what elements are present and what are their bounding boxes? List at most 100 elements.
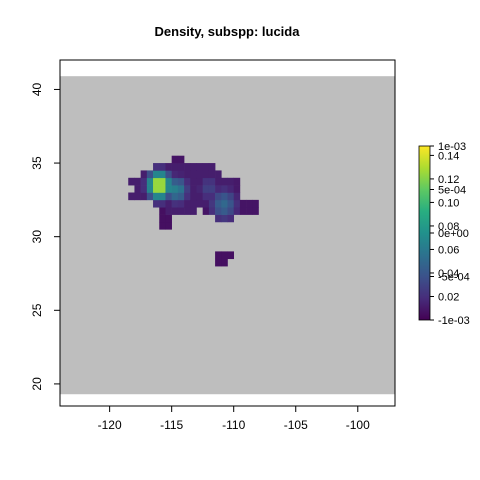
- raster-cell: [146, 192, 154, 201]
- raster-cell: [202, 192, 210, 201]
- raster-cell: [233, 192, 241, 201]
- raster-cell: [221, 214, 228, 223]
- raster-cell: [184, 163, 191, 171]
- raster-cell: [171, 163, 179, 171]
- raster-cell: [159, 163, 166, 171]
- colorbar-overlay-tick-label: 0e+00: [438, 228, 469, 240]
- raster-cell: [215, 251, 222, 260]
- raster-cell: [159, 221, 166, 230]
- raster-cell: [159, 192, 166, 201]
- y-tick-label: 35: [30, 156, 44, 170]
- raster-cell: [153, 163, 160, 171]
- raster-cell: [208, 199, 216, 208]
- raster-cell: [177, 207, 185, 215]
- colorbar-tick-label: 0.08: [438, 221, 459, 233]
- raster-cell: [165, 192, 172, 201]
- colorbar-tick-label: 0.06: [438, 244, 459, 256]
- colorbar-gradient: [418, 145, 431, 321]
- raster-cell: [140, 185, 148, 193]
- raster-cell: [134, 177, 141, 186]
- raster-cell: [177, 163, 185, 171]
- raster-cell: [134, 185, 141, 193]
- raster-cell: [146, 170, 154, 179]
- raster-cell: [252, 207, 259, 215]
- raster-cell: [202, 207, 210, 215]
- chart-title: Density, subspp: lucida: [155, 24, 301, 39]
- raster-cell: [233, 177, 241, 186]
- raster-cell: [239, 199, 247, 208]
- raster-cell: [215, 185, 222, 193]
- raster-cell: [196, 163, 203, 171]
- raster-cell: [227, 251, 235, 260]
- y-tick-label: 30: [30, 230, 44, 244]
- colorbar-overlay-tick-label: -5e-04: [438, 272, 470, 284]
- raster-cell: [227, 177, 235, 186]
- raster-cell: [177, 192, 185, 201]
- raster-cell: [184, 177, 191, 186]
- raster-cell: [184, 199, 191, 208]
- raster-cell: [140, 177, 148, 186]
- raster-cell: [221, 207, 228, 215]
- colorbar-tick-label: 0.10: [438, 197, 459, 209]
- raster-cell: [208, 207, 216, 215]
- raster-cell: [246, 199, 253, 208]
- raster-cell: [215, 192, 222, 201]
- raster-cell: [208, 163, 216, 171]
- colorbar-tick-label: 0.02: [438, 291, 459, 303]
- x-tick-label: -105: [284, 418, 308, 432]
- raster-cell: [190, 207, 197, 215]
- raster-cell: [159, 185, 166, 193]
- raster-cell: [128, 192, 135, 201]
- raster-cell: [221, 251, 228, 260]
- raster-cell: [171, 177, 179, 186]
- x-tick-label: -100: [346, 418, 370, 432]
- raster-cell: [140, 192, 148, 201]
- raster-cell: [184, 185, 191, 193]
- raster-cell: [208, 170, 216, 179]
- raster-cell: [202, 185, 210, 193]
- raster-cell: [233, 207, 241, 215]
- raster-cell: [184, 207, 191, 215]
- colorbar-overlay-tick-label: -1e-03: [438, 315, 470, 327]
- raster-cell: [177, 199, 185, 208]
- raster-cell: [171, 185, 179, 193]
- raster-cell: [227, 199, 235, 208]
- raster-cell: [227, 207, 235, 215]
- raster-background: [60, 76, 395, 395]
- raster-cell: [177, 185, 185, 193]
- y-tick-label: 20: [30, 377, 44, 391]
- y-tick-label: 25: [30, 303, 44, 317]
- raster-cell: [208, 185, 216, 193]
- raster-cell: [227, 214, 235, 223]
- raster-cell: [165, 185, 172, 193]
- raster-cell: [177, 170, 185, 179]
- raster-cell: [171, 192, 179, 201]
- raster-cell: [215, 258, 222, 267]
- colorbar-overlay-tick-label: 5e-04: [438, 185, 466, 197]
- raster-cell: [221, 199, 228, 208]
- raster-cell: [165, 199, 172, 208]
- raster-cell: [202, 163, 210, 171]
- raster-cell: [208, 177, 216, 186]
- raster-cell: [196, 199, 203, 208]
- raster-cell: [153, 177, 160, 186]
- raster-cell: [165, 177, 172, 186]
- raster-cell: [146, 177, 154, 186]
- raster-cell: [171, 207, 179, 215]
- raster-cell: [153, 199, 160, 208]
- raster-cell: [227, 185, 235, 193]
- y-axis: 20 25 30 35 40: [30, 82, 60, 391]
- raster-cell: [227, 192, 235, 201]
- raster-cell: [159, 177, 166, 186]
- raster-cell: [215, 177, 222, 186]
- raster-cell: [190, 170, 197, 179]
- raster-cell: [196, 177, 203, 186]
- raster-cell: [202, 199, 210, 208]
- raster-cells: [128, 155, 259, 267]
- raster-cell: [171, 199, 179, 208]
- raster-cell: [153, 185, 160, 193]
- raster-cell: [165, 207, 172, 215]
- raster-cell: [171, 170, 179, 179]
